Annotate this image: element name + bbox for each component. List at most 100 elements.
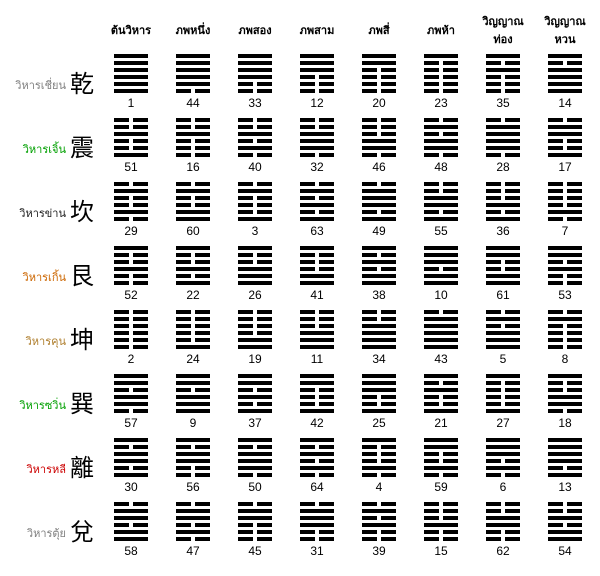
hexagram-glyph [548,438,582,477]
hexagram-glyph [424,118,458,157]
hexagram-cell: 1 [102,54,160,116]
hexagram-number: 2 [128,351,135,372]
hexagram-cell: 24 [164,310,222,372]
hexagram-number: 1 [128,95,135,116]
column-header: ภพสอง [226,21,284,43]
hexagram-cell: 11 [288,310,346,372]
hexagram-cell: 10 [412,246,470,308]
row-header: วิหารตุ้ย兌 [6,521,98,545]
hexagram-glyph [176,438,210,477]
hexagram-glyph [114,246,148,285]
hexagram-glyph [362,502,396,541]
row-header: วิหารคุน坤 [6,329,98,353]
hexagram-number: 50 [248,479,261,500]
row-header: วิหารซวิ่น巽 [6,393,98,417]
hexagram-number: 20 [372,95,385,116]
hexagram-glyph [362,182,396,221]
hexagram-number: 3 [252,223,259,244]
hexagram-glyph [424,182,458,221]
hexagram-cell: 20 [350,54,408,116]
hexagram-number: 55 [434,223,447,244]
hexagram-cell: 13 [536,438,594,500]
hexagram-glyph [176,118,210,157]
hexagram-glyph [300,246,334,285]
hexagram-cell: 14 [536,54,594,116]
hexagram-cell: 31 [288,502,346,564]
hexagram-cell: 36 [474,182,532,244]
row-char: 乾 [70,73,94,97]
hexagram-number: 49 [372,223,385,244]
hexagram-cell: 58 [102,502,160,564]
hexagram-number: 15 [434,543,447,564]
hexagram-cell: 47 [164,502,222,564]
hexagram-glyph [548,502,582,541]
hexagram-number: 6 [500,479,507,500]
hexagram-glyph [486,310,520,349]
row-name: วิหารข่าน [19,204,66,222]
hexagram-cell: 25 [350,374,408,436]
hexagram-number: 51 [124,159,137,180]
hexagram-number: 19 [248,351,261,372]
hexagram-cell: 23 [412,54,470,116]
hexagram-number: 57 [124,415,137,436]
hexagram-glyph [362,438,396,477]
hexagram-glyph [238,502,272,541]
hexagram-glyph [486,246,520,285]
hexagram-number: 28 [496,159,509,180]
hexagram-cell: 45 [226,502,284,564]
hexagram-number: 61 [496,287,509,308]
hexagram-glyph [424,502,458,541]
hexagram-cell: 19 [226,310,284,372]
column-header: ภพสาม [288,21,346,43]
hexagram-number: 54 [558,543,571,564]
hexagram-glyph [300,438,334,477]
hexagram-glyph [424,374,458,413]
hexagram-cell: 54 [536,502,594,564]
hexagram-glyph [362,54,396,93]
row-name: วิหารคุน [26,332,66,350]
hexagram-glyph [486,182,520,221]
hexagram-number: 37 [248,415,261,436]
hexagram-cell: 9 [164,374,222,436]
hexagram-cell: 38 [350,246,408,308]
hexagram-cell: 34 [350,310,408,372]
hexagram-glyph [300,502,334,541]
column-header: วิญญาณหวน [536,12,594,52]
hexagram-glyph [300,54,334,93]
hexagram-glyph [548,182,582,221]
row-char: 坎 [70,201,94,225]
hexagram-number: 58 [124,543,137,564]
hexagram-number: 35 [496,95,509,116]
hexagram-number: 32 [310,159,323,180]
hexagram-glyph [176,54,210,93]
hexagram-number: 46 [372,159,385,180]
hexagram-cell: 29 [102,182,160,244]
hexagram-number: 41 [310,287,323,308]
row-name: วิหารซวิ่น [19,396,66,414]
hexagram-cell: 15 [412,502,470,564]
hexagram-cell: 17 [536,118,594,180]
row-char: 離 [70,457,94,481]
row-name: วิหารหลี [26,460,66,478]
hexagram-number: 56 [186,479,199,500]
hexagram-number: 18 [558,415,571,436]
hexagram-cell: 22 [164,246,222,308]
row-header: วิหารเกิ้น艮 [6,265,98,289]
hexagram-glyph [300,374,334,413]
hexagram-cell: 64 [288,438,346,500]
column-header: ต้นวิหาร [102,21,160,43]
hexagram-number: 27 [496,415,509,436]
row-name: วิหารเจิ้น [23,140,66,158]
hexagram-glyph [362,310,396,349]
hexagram-glyph [548,54,582,93]
hexagram-cell: 33 [226,54,284,116]
hexagram-glyph [114,438,148,477]
hexagram-cell: 8 [536,310,594,372]
hexagram-cell: 3 [226,182,284,244]
hexagram-number: 5 [500,351,507,372]
hexagram-cell: 18 [536,374,594,436]
hexagram-cell: 27 [474,374,532,436]
hexagram-cell: 35 [474,54,532,116]
hexagram-glyph [114,502,148,541]
hexagram-number: 64 [310,479,323,500]
